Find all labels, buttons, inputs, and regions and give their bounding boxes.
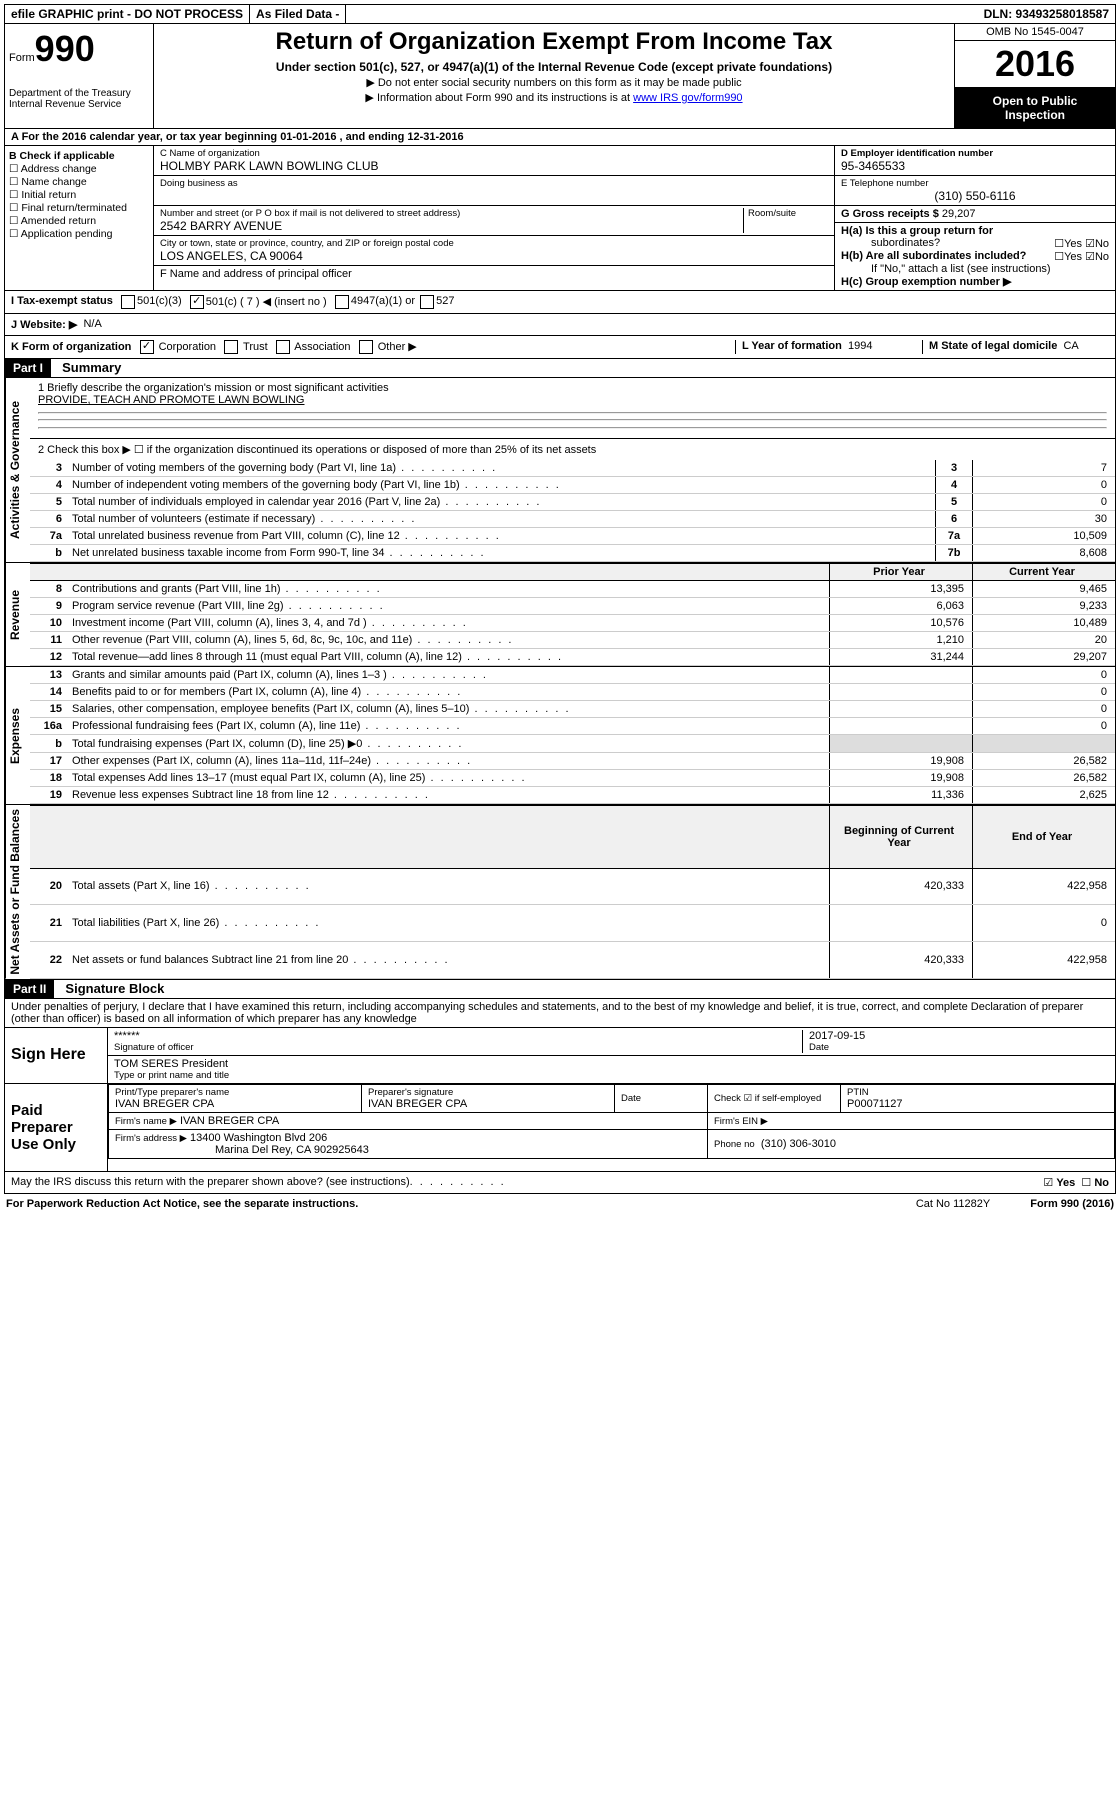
ein-box: D Employer identification number 95-3465… (835, 146, 1115, 176)
gov-table: 3Number of voting members of the governi… (30, 460, 1115, 562)
form-subtitle: Under section 501(c), 527, or 4947(a)(1)… (162, 60, 946, 74)
line-i: I Tax-exempt status 501(c)(3) ✓ 501(c) (… (4, 291, 1116, 314)
gov-label: Activities & Governance (5, 378, 30, 562)
efile-notice: efile GRAPHIC print - DO NOT PROCESS (5, 5, 250, 23)
mission: PROVIDE, TEACH AND PROMOTE LAWN BOWLING (38, 394, 1107, 406)
dba-box: Doing business as (154, 176, 834, 206)
rev-label: Revenue (5, 563, 30, 666)
dept-treasury: Department of the Treasury (9, 88, 149, 99)
exp-table: 13Grants and similar amounts paid (Part … (30, 667, 1115, 804)
part1-header: Part I Summary (4, 359, 1116, 378)
chk-final: ☐ Final return/terminated (9, 202, 149, 214)
form-title: Return of Organization Exempt From Incom… (162, 28, 946, 56)
line-k: K Form of organization ✓ Corporation Tru… (4, 336, 1116, 359)
revenue-section: Revenue Prior YearCurrent Year8Contribut… (4, 563, 1116, 667)
city-box: City or town, state or province, country… (154, 236, 834, 266)
part2-header: Part II Signature Block (4, 980, 1116, 999)
form-header: Form990 Department of the Treasury Inter… (4, 24, 1116, 129)
net-table: Beginning of Current YearEnd of Year20To… (30, 805, 1115, 979)
col-c: C Name of organization HOLMBY PARK LAWN … (154, 146, 1115, 290)
line-a: A For the 2016 calendar year, or tax yea… (4, 129, 1116, 146)
phone-box: E Telephone number (310) 550-6116 (835, 176, 1115, 206)
sign-here-section: Sign Here ****** Signature of officer 20… (4, 1028, 1116, 1084)
right-header-box: OMB No 1545-0047 2016 Open to Public Ins… (955, 24, 1115, 128)
chk-amended: ☐ Amended return (9, 215, 149, 227)
governance-section: Activities & Governance 1 Briefly descri… (4, 378, 1116, 563)
open-public: Open to Public Inspection (955, 88, 1115, 128)
addr-box: Number and street (or P O box if mail is… (154, 206, 834, 236)
exp-label: Expenses (5, 667, 30, 804)
omb-number: OMB No 1545-0047 (955, 24, 1115, 41)
net-label: Net Assets or Fund Balances (5, 805, 30, 979)
col-b-checks: B Check if applicable ☐ Address change ☐… (5, 146, 154, 290)
netassets-section: Net Assets or Fund Balances Beginning of… (4, 805, 1116, 980)
chk-address: ☐ Address change (9, 163, 149, 175)
officer-box: F Name and address of principal officer (154, 266, 834, 290)
perjury-statement: Under penalties of perjury, I declare th… (4, 999, 1116, 1028)
preparer-table: Print/Type preparer's nameIVAN BREGER CP… (108, 1084, 1115, 1159)
expenses-section: Expenses 13Grants and similar amounts pa… (4, 667, 1116, 805)
top-bar: efile GRAPHIC print - DO NOT PROCESS As … (4, 4, 1116, 24)
tax-year: 2016 (955, 41, 1115, 88)
officer-name: TOM SERES President (114, 1058, 1109, 1070)
irs-link[interactable]: www IRS gov/form990 (633, 92, 742, 104)
chk-pending: ☐ Application pending (9, 228, 149, 240)
title-box: Return of Organization Exempt From Incom… (154, 24, 955, 128)
rev-table: Prior YearCurrent Year8Contributions and… (30, 563, 1115, 666)
form-number: 990 (35, 28, 95, 69)
dln: DLN: 93493258018587 (978, 5, 1115, 23)
org-name-box: C Name of organization HOLMBY PARK LAWN … (154, 146, 834, 176)
note-ssn: ▶ Do not enter social security numbers o… (162, 76, 946, 89)
gross-box: G Gross receipts $ 29,207 (835, 206, 1115, 223)
sign-here-label: Sign Here (5, 1028, 108, 1083)
line-j: J Website: ▶ N/A (4, 314, 1116, 336)
dept-irs: Internal Revenue Service (9, 99, 149, 110)
form-prefix: Form (9, 52, 35, 64)
form-id-box: Form990 Department of the Treasury Inter… (5, 24, 154, 128)
as-filed: As Filed Data - (250, 5, 346, 23)
footer: For Paperwork Reduction Act Notice, see … (4, 1194, 1116, 1214)
h-box: H(a) Is this a group return for subordin… (835, 223, 1115, 290)
discuss-row: May the IRS discuss this return with the… (4, 1172, 1116, 1194)
paid-prep-label: Paid Preparer Use Only (5, 1084, 108, 1171)
chk-name: ☐ Name change (9, 176, 149, 188)
chk-initial: ☐ Initial return (9, 189, 149, 201)
note-info: ▶ Information about Form 990 and its ins… (162, 91, 946, 104)
entity-block: B Check if applicable ☐ Address change ☐… (4, 146, 1116, 291)
paid-preparer-section: Paid Preparer Use Only Print/Type prepar… (4, 1084, 1116, 1172)
